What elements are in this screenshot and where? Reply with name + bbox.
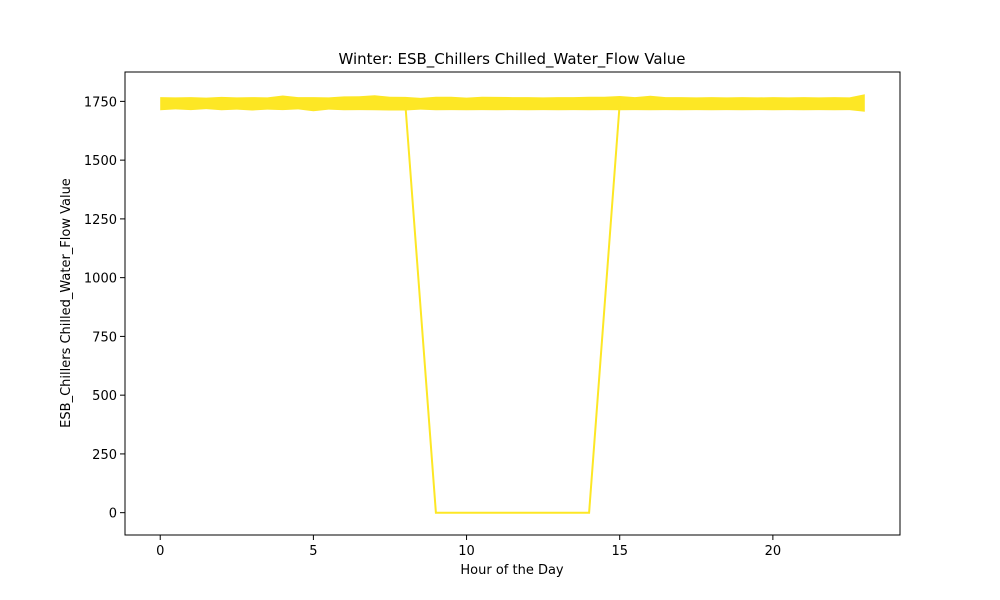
chart-title: Winter: ESB_Chillers Chilled_Water_Flow … bbox=[338, 50, 685, 69]
y-tick-label: 1250 bbox=[84, 213, 117, 228]
y-tick-label: 250 bbox=[92, 448, 117, 463]
plot-frame bbox=[124, 71, 901, 536]
x-tick-label: 15 bbox=[611, 544, 628, 559]
y-tick-label: 1500 bbox=[84, 154, 117, 169]
y-tick-label: 750 bbox=[92, 330, 117, 345]
y-tick-label: 0 bbox=[109, 507, 117, 522]
x-tick-label: 0 bbox=[156, 544, 164, 559]
plot-area bbox=[160, 94, 865, 514]
y-tick-label: 1750 bbox=[84, 95, 117, 110]
x-tick-label: 5 bbox=[309, 544, 317, 559]
y-tick-label: 500 bbox=[92, 389, 117, 404]
x-axis-label: Hour of the Day bbox=[460, 563, 564, 578]
flow-range-band bbox=[160, 94, 865, 112]
y-tick-label: 1000 bbox=[84, 272, 117, 287]
x-tick-label: 20 bbox=[765, 544, 782, 559]
y-axis-ticks: 0 250 500 750 1000 1250 1500 1750 bbox=[84, 95, 125, 522]
flow-line bbox=[404, 103, 621, 514]
y-axis-label: ESB_Chillers Chilled_Water_Flow Value bbox=[59, 178, 74, 428]
x-tick-label: 10 bbox=[458, 544, 475, 559]
x-axis-ticks: 0 5 10 15 20 bbox=[156, 535, 781, 559]
